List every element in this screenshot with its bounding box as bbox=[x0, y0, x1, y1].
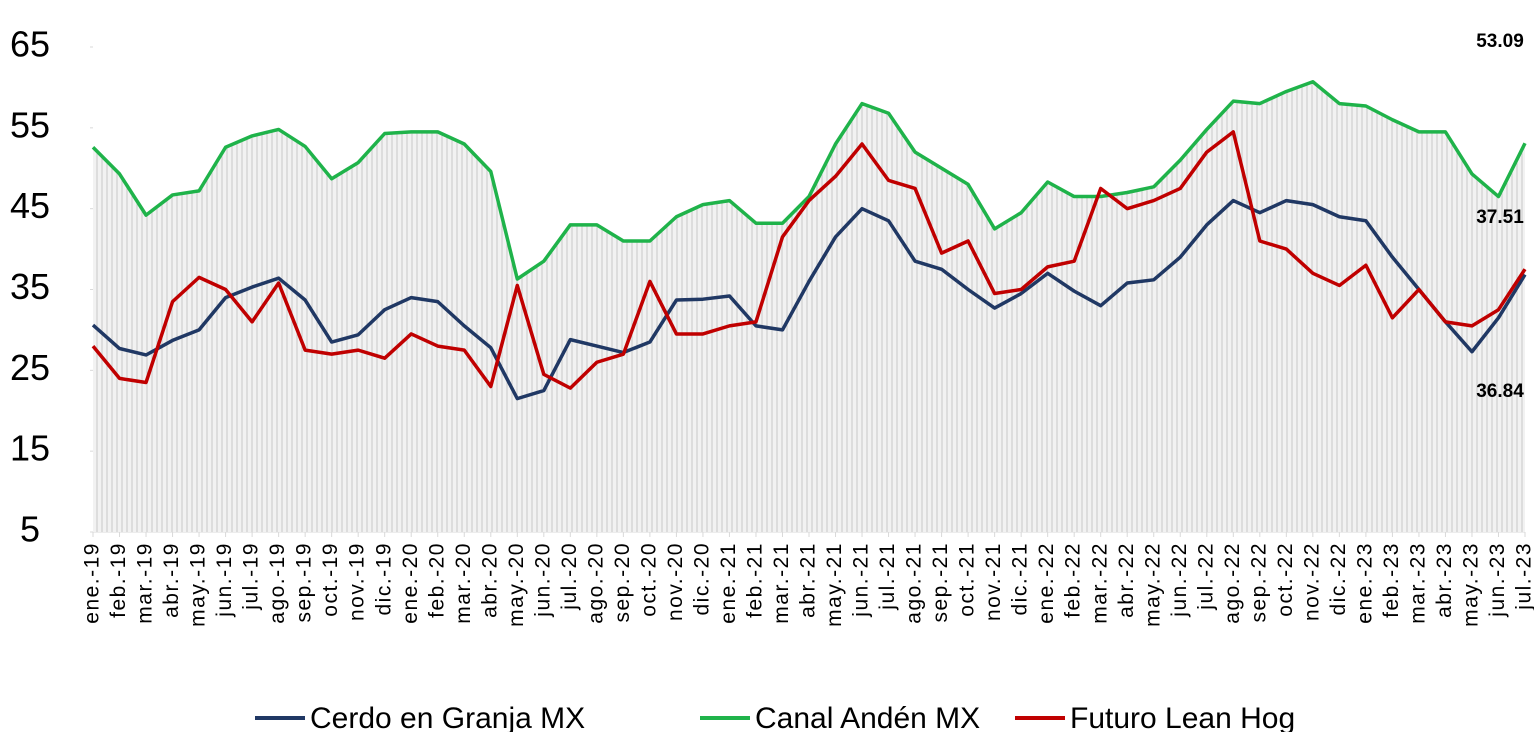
x-tick-label: ene.-21 bbox=[717, 542, 740, 624]
series-line bbox=[91, 130, 1527, 390]
x-tick-label: sep.-19 bbox=[293, 542, 316, 623]
x-tick-label: may.-19 bbox=[187, 542, 210, 627]
x-tick-label: dic.-20 bbox=[690, 542, 713, 616]
x-tick-label: ene.-19 bbox=[81, 542, 104, 624]
x-tick-label: abr.-20 bbox=[478, 542, 501, 618]
x-tick-label: feb.-23 bbox=[1380, 542, 1403, 618]
y-tick-label: 25 bbox=[10, 347, 50, 388]
x-tick-label: jun.-21 bbox=[850, 542, 873, 618]
x-tick-label: sep.-20 bbox=[611, 542, 634, 623]
x-tick-label: jul.-22 bbox=[1194, 542, 1217, 611]
x-tick-label: jun.-22 bbox=[1168, 542, 1191, 618]
x-tick-label: mar.-23 bbox=[1406, 542, 1429, 624]
legend-label: Cerdo en Granja MX bbox=[310, 702, 585, 732]
x-tick-label: ene.-22 bbox=[1035, 542, 1058, 624]
x-tick-label: mar.-22 bbox=[1088, 542, 1111, 624]
x-tick-label: nov.-20 bbox=[664, 542, 687, 621]
x-tick-label: may.-20 bbox=[505, 542, 528, 627]
x-tick-label: nov.-21 bbox=[982, 542, 1005, 621]
y-tick-label: 15 bbox=[10, 428, 50, 469]
x-tick-label: ago.-22 bbox=[1221, 542, 1244, 624]
x-tick-label: ago.-21 bbox=[903, 542, 926, 624]
x-tick-label: ene.-23 bbox=[1353, 542, 1376, 624]
x-tick-label: jul.-21 bbox=[876, 542, 899, 611]
y-tick-label: 5 bbox=[20, 509, 40, 550]
y-tick-label: 45 bbox=[10, 185, 50, 226]
value-label: 53.09 bbox=[1476, 31, 1524, 52]
value-label: 36.84 bbox=[1476, 381, 1524, 402]
x-tick-label: mar.-20 bbox=[452, 542, 475, 624]
x-tick-label: jul.-20 bbox=[558, 542, 581, 611]
x-tick-label: nov.-19 bbox=[346, 542, 369, 621]
series-line bbox=[91, 198, 1527, 401]
x-tick-label: dic.-19 bbox=[372, 542, 395, 616]
x-tick-label: ene.-20 bbox=[399, 542, 422, 624]
x-tick-label: jul.-19 bbox=[240, 542, 263, 611]
x-tick-label: abr.-21 bbox=[797, 542, 820, 618]
legend-label: Futuro Lean Hog bbox=[1070, 702, 1295, 732]
legend-label: Canal Andén MX bbox=[755, 702, 980, 732]
x-tick-label: dic.-22 bbox=[1327, 542, 1350, 616]
x-tick-label: may.-21 bbox=[823, 542, 846, 627]
x-tick-label: oct.-22 bbox=[1274, 542, 1297, 617]
y-tick-label: 55 bbox=[10, 104, 50, 145]
y-tick-label: 35 bbox=[10, 266, 50, 307]
x-tick-label: oct.-21 bbox=[956, 542, 979, 617]
x-tick-label: mar.-19 bbox=[134, 542, 157, 624]
x-tick-label: oct.-19 bbox=[319, 542, 342, 617]
x-tick-label: abr.-19 bbox=[160, 542, 183, 618]
x-tick-label: ago.-19 bbox=[266, 542, 289, 624]
x-tick-label: abr.-23 bbox=[1433, 542, 1456, 618]
x-tick-label: feb.-22 bbox=[1062, 542, 1085, 618]
x-tick-label: jun.-20 bbox=[531, 542, 554, 618]
x-tick-label: oct.-20 bbox=[637, 542, 660, 617]
x-tick-label: feb.-19 bbox=[107, 542, 130, 618]
x-tick-label: jun.-19 bbox=[213, 542, 236, 618]
x-tick-label: dic.-21 bbox=[1009, 542, 1032, 616]
x-tick-label: abr.-22 bbox=[1115, 542, 1138, 618]
x-tick-label: nov.-22 bbox=[1300, 542, 1323, 621]
x-tick-label: may.-22 bbox=[1141, 542, 1164, 627]
x-tick-label: mar.-21 bbox=[770, 542, 793, 624]
series-line bbox=[91, 80, 1527, 281]
x-tick-label: jul.-23 bbox=[1513, 542, 1534, 611]
y-tick-label: 65 bbox=[10, 24, 50, 65]
x-tick-label: feb.-21 bbox=[744, 542, 767, 618]
x-tick-label: sep.-22 bbox=[1247, 542, 1270, 623]
x-tick-label: may.-23 bbox=[1460, 542, 1483, 627]
x-tick-label: ago.-20 bbox=[584, 542, 607, 624]
value-label: 37.51 bbox=[1476, 207, 1524, 228]
x-tick-label: jun.-23 bbox=[1486, 542, 1509, 618]
x-tick-label: sep.-21 bbox=[929, 542, 952, 623]
x-tick-label: feb.-20 bbox=[425, 542, 448, 618]
